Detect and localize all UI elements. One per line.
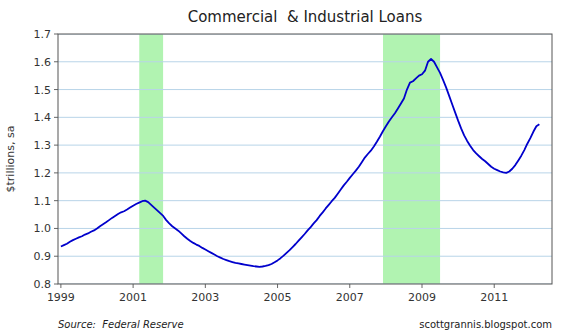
x-tick bbox=[349, 284, 350, 288]
grid-line bbox=[58, 172, 552, 173]
recession-band bbox=[383, 34, 440, 284]
plot-frame bbox=[58, 34, 552, 284]
x-tick-label: 2009 bbox=[408, 291, 436, 304]
y-tick-label: 1.4 bbox=[34, 111, 52, 124]
plot-area bbox=[58, 34, 552, 284]
grid-line bbox=[58, 89, 552, 90]
y-tick-label: 1.5 bbox=[34, 84, 52, 97]
axes: 0.8 0.9 1.0 1.1 1.2 1.3 1.4 1.5 1.6 1.7 1999 2001 20… bbox=[34, 28, 509, 304]
grid-line bbox=[58, 200, 552, 201]
y-tick-label: 1.2 bbox=[34, 167, 52, 180]
y-tick bbox=[54, 34, 58, 35]
y-tick-label: 1.0 bbox=[34, 222, 52, 235]
annotation: scottgrannis.blogspot.com bbox=[419, 319, 552, 330]
x-tick bbox=[422, 284, 423, 288]
y-tick-label: 0.8 bbox=[34, 278, 52, 291]
y-tick bbox=[54, 145, 58, 146]
x-tick bbox=[60, 284, 61, 288]
grid-line bbox=[58, 117, 552, 118]
y-tick-label: 1.7 bbox=[34, 28, 52, 41]
y-tick bbox=[54, 117, 58, 118]
y-tick-label: 1.3 bbox=[34, 139, 52, 152]
plot-background bbox=[58, 34, 552, 284]
grid-line bbox=[58, 145, 552, 146]
y-tick-label: 1.1 bbox=[34, 195, 52, 208]
y-tick bbox=[54, 89, 58, 90]
x-tick-label: 2005 bbox=[264, 291, 292, 304]
x-tick-label: 1999 bbox=[47, 291, 75, 304]
x-tick-label: 2003 bbox=[191, 291, 219, 304]
y-tick bbox=[54, 172, 58, 173]
y-tick bbox=[54, 284, 58, 285]
x-tick-label: 2007 bbox=[336, 291, 364, 304]
y-axis-label: $trillions, sa bbox=[4, 126, 17, 193]
title: Commercial & Industrial Loans bbox=[188, 8, 423, 26]
y-tick bbox=[54, 256, 58, 257]
data-line bbox=[61, 59, 539, 267]
y-tick bbox=[54, 61, 58, 62]
x-tick-label: 2011 bbox=[480, 291, 508, 304]
x-tick bbox=[277, 284, 278, 288]
x-tick bbox=[494, 284, 495, 288]
grid-line bbox=[58, 256, 552, 257]
grid-line bbox=[58, 61, 552, 62]
x-tick bbox=[205, 284, 206, 288]
recession-band bbox=[139, 34, 163, 284]
x-tick bbox=[133, 284, 134, 288]
y-tick bbox=[54, 228, 58, 229]
y-tick-label: 0.9 bbox=[34, 250, 52, 263]
annotation: Source: Federal Reserve bbox=[58, 319, 184, 330]
y-tick bbox=[54, 200, 58, 201]
grid-line bbox=[58, 228, 552, 229]
y-tick-label: 1.6 bbox=[34, 56, 52, 69]
x-tick-label: 2001 bbox=[119, 291, 147, 304]
chart: 0.8 0.9 1.0 1.1 1.2 1.3 1.4 1.5 1.6 1.7 1999 2001 20… bbox=[0, 0, 566, 336]
